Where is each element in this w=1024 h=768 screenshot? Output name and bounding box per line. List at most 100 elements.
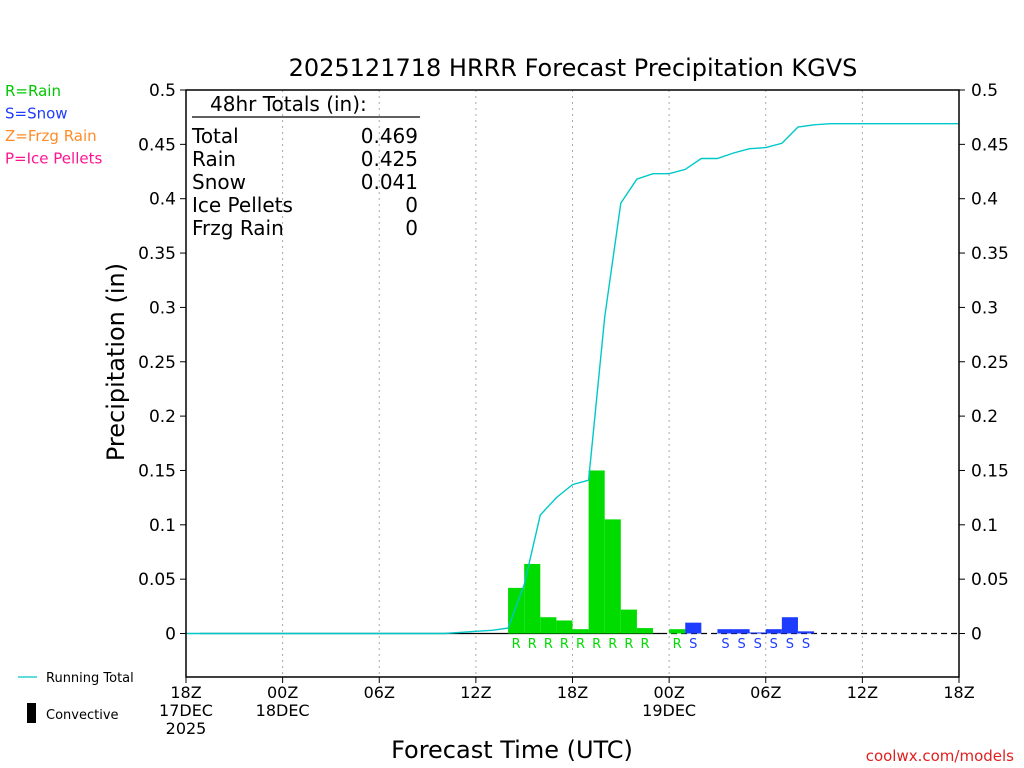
precip-bar xyxy=(524,563,541,634)
totals-rows: Total 0.469 Rain 0.425 Snow 0.041 Ice Pellets 0… xyxy=(191,124,418,240)
x-tick-label: 2025 xyxy=(166,719,207,738)
x-axis-label: Forecast Time (UTC) xyxy=(391,736,633,764)
precip-type-label: S xyxy=(786,637,794,652)
precip-bar xyxy=(620,609,637,634)
precip-bar xyxy=(685,622,702,634)
precip-type-label: R xyxy=(512,637,521,652)
x-tick-label: 00Z xyxy=(267,683,298,702)
convective-legend-label: Convective xyxy=(46,708,119,723)
precip-type-label: S xyxy=(770,637,778,652)
y-tick-label-right: 0.3 xyxy=(971,298,998,318)
x-tick-label: 18DEC xyxy=(256,701,310,720)
x-tick-label: 12Z xyxy=(847,683,878,702)
totals-value: 0.469 xyxy=(361,124,418,148)
x-tick-label: 00Z xyxy=(653,683,684,702)
totals-label: Snow xyxy=(192,170,246,194)
precip-type-legend: R=Rain S=Snow Z=Frzg Rain P=Ice Pellets xyxy=(5,82,102,168)
precip-bar xyxy=(556,620,573,634)
y-tick-label: 0.2 xyxy=(149,407,176,427)
x-tick-label: 18Z xyxy=(557,683,588,702)
precip-type-label: S xyxy=(689,637,697,652)
totals-label: Ice Pellets xyxy=(192,193,293,217)
precip-type-label: R xyxy=(624,637,633,652)
precip-type-label: S xyxy=(802,637,810,652)
precip-bar xyxy=(717,629,734,634)
y-tick-label: 0.15 xyxy=(138,461,176,481)
y-tick-label: 0.35 xyxy=(138,244,176,264)
precip-bar xyxy=(781,617,798,634)
precip-bar xyxy=(588,470,605,634)
y-tick-label-right: 0.1 xyxy=(971,516,998,536)
y-tick-label: 0.3 xyxy=(149,298,176,318)
precip-type-label: S xyxy=(721,637,729,652)
precip-bars xyxy=(508,470,815,634)
y-tick-label: 0 xyxy=(165,625,176,645)
chart-title: 2025121718 HRRR Forecast Precipitation K… xyxy=(289,54,858,82)
convective-swatch xyxy=(27,703,36,723)
credit-text: coolwx.com/models xyxy=(866,747,1014,765)
y-tick-label-right: 0.15 xyxy=(971,461,1009,481)
x-tick-label: 06Z xyxy=(750,683,781,702)
y-axis-label: Precipitation (in) xyxy=(102,263,130,461)
bottom-legend: Running Total Convective xyxy=(18,671,134,723)
precip-bar xyxy=(733,629,750,634)
precip-type-label: R xyxy=(528,637,537,652)
x-tick-label: 06Z xyxy=(364,683,395,702)
precip-bar xyxy=(797,631,815,634)
precip-type-label: R xyxy=(560,637,569,652)
totals-box: 48hr Totals (in): Total 0.469 Rain 0.425 Sno… xyxy=(191,92,420,240)
precip-bar xyxy=(749,632,766,634)
precip-type-label: R xyxy=(640,637,649,652)
precip-type-label: R xyxy=(576,637,585,652)
precip-legend-item: S=Snow xyxy=(5,105,68,123)
y-tick-label-right: 0.35 xyxy=(971,244,1009,264)
x-tick-label: 12Z xyxy=(460,683,491,702)
x-tick-label: 18Z xyxy=(943,683,974,702)
y-tick-label: 0.45 xyxy=(138,135,176,155)
precip-type-label: S xyxy=(737,637,745,652)
running-total-line xyxy=(186,122,959,635)
y-tick-label-right: 0.05 xyxy=(971,570,1009,590)
x-tick-label: 17DEC xyxy=(159,701,213,720)
precip-type-label: R xyxy=(673,637,682,652)
x-tick-label: 18Z xyxy=(170,683,201,702)
precip-bar xyxy=(572,629,589,634)
totals-heading: 48hr Totals (in): xyxy=(210,92,367,116)
precip-bar xyxy=(540,617,557,634)
precip-bar xyxy=(669,629,686,634)
running-total-layer xyxy=(186,122,959,635)
y-axis-right: 0 0.05 0.1 0.15 0.2 0.25 0.3 0.35 0.4 0.45 0.5 xyxy=(959,81,1009,645)
running-total-legend-label: Running Total xyxy=(46,671,134,686)
precip-bar xyxy=(604,519,621,634)
y-tick-label-right: 0.45 xyxy=(971,135,1009,155)
totals-label: Rain xyxy=(192,147,236,171)
precip-bar xyxy=(765,629,782,634)
precip-bar xyxy=(636,628,654,634)
y-tick-label-right: 0.25 xyxy=(971,353,1009,373)
x-tick-label: 19DEC xyxy=(642,701,696,720)
y-tick-label-right: 0.2 xyxy=(971,407,998,427)
precip-type-label: S xyxy=(754,637,762,652)
precip-type-label: R xyxy=(544,637,553,652)
y-tick-label-right: 0.5 xyxy=(971,81,998,101)
totals-label: Frzg Rain xyxy=(192,216,284,240)
precip-legend-item: Z=Frzg Rain xyxy=(5,127,97,145)
totals-value: 0.041 xyxy=(361,170,418,194)
precip-type-label: R xyxy=(608,637,617,652)
totals-value: 0 xyxy=(405,193,418,217)
y-tick-label: 0.1 xyxy=(149,516,176,536)
y-tick-label: 0.05 xyxy=(138,570,176,590)
y-tick-label: 0.25 xyxy=(138,353,176,373)
totals-value: 0 xyxy=(405,216,418,240)
precip-legend-item: P=Ice Pellets xyxy=(5,150,102,168)
precip-type-label: R xyxy=(592,637,601,652)
y-tick-label: 0.4 xyxy=(149,190,176,210)
precip-legend-item: R=Rain xyxy=(5,82,61,100)
y-tick-label-right: 0 xyxy=(971,625,982,645)
y-axis-left: 0 0.05 0.1 0.15 0.2 0.25 0.3 0.35 0.4 0.45 0.5 xyxy=(138,81,186,645)
precip-bar xyxy=(508,587,525,634)
